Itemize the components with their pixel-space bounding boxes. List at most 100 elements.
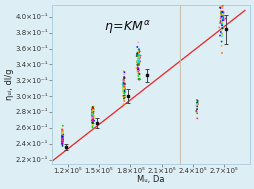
Point [219, 23, 223, 26]
Point [121, 88, 125, 91]
Point [90, 117, 94, 120]
Point [219, 51, 223, 54]
Point [60, 139, 64, 142]
Point [61, 132, 65, 136]
Point [220, 11, 224, 14]
Point [121, 87, 125, 90]
Point [219, 26, 224, 29]
Point [60, 140, 65, 143]
Point [134, 55, 138, 58]
Point [122, 91, 126, 94]
Point [136, 77, 140, 81]
Point [135, 61, 139, 64]
Point [137, 51, 141, 54]
Point [219, 24, 224, 27]
Point [219, 35, 223, 38]
Point [60, 138, 65, 141]
Point [122, 76, 126, 79]
Point [219, 11, 223, 14]
Point [136, 53, 140, 56]
Point [90, 108, 94, 111]
Point [136, 64, 140, 67]
Point [135, 61, 139, 64]
Point [194, 104, 198, 107]
Point [60, 136, 65, 139]
Point [135, 68, 139, 71]
Point [60, 136, 64, 139]
Point [137, 60, 141, 63]
Point [91, 110, 95, 113]
Point [90, 122, 94, 125]
Point [60, 137, 64, 140]
Point [60, 138, 64, 141]
Point [136, 69, 140, 72]
Point [136, 72, 140, 75]
Point [220, 7, 224, 10]
Point [219, 24, 223, 27]
Point [217, 34, 221, 37]
Point [91, 112, 95, 115]
Point [135, 70, 139, 73]
Point [121, 82, 125, 85]
Point [60, 133, 64, 136]
Point [219, 19, 224, 22]
Point [218, 19, 222, 22]
Point [120, 86, 124, 89]
Point [121, 94, 125, 97]
Point [122, 73, 126, 76]
Point [221, 11, 225, 14]
Point [219, 17, 223, 20]
Point [60, 141, 64, 144]
Point [60, 135, 64, 138]
Point [123, 91, 127, 94]
Point [120, 90, 124, 93]
Point [60, 143, 65, 146]
Point [219, 22, 223, 25]
Point [121, 89, 125, 92]
Point [121, 90, 125, 93]
Point [216, 26, 220, 29]
Point [60, 132, 64, 135]
Point [136, 51, 140, 54]
Point [220, 15, 225, 18]
Point [90, 119, 94, 122]
Point [136, 48, 140, 51]
Point [90, 112, 94, 115]
Point [90, 116, 94, 119]
Point [136, 55, 140, 58]
Point [90, 110, 94, 113]
Point [61, 137, 65, 140]
Point [60, 139, 65, 142]
Point [91, 117, 95, 120]
Point [90, 114, 94, 117]
Point [120, 86, 124, 89]
Point [60, 132, 65, 136]
Point [60, 135, 64, 138]
Point [60, 140, 65, 143]
Point [121, 82, 125, 85]
Point [121, 81, 125, 84]
Point [135, 57, 139, 60]
Point [136, 63, 140, 66]
Point [60, 141, 65, 144]
Point [60, 135, 64, 138]
Point [60, 144, 64, 147]
Point [122, 80, 126, 83]
Point [220, 15, 224, 18]
Point [218, 18, 223, 21]
Point [137, 78, 141, 81]
Point [121, 103, 125, 106]
Point [60, 134, 64, 137]
Point [195, 99, 199, 102]
Point [122, 71, 126, 74]
Point [60, 128, 64, 131]
Point [219, 23, 224, 26]
Point [218, 21, 223, 24]
Point [136, 51, 140, 54]
Point [89, 113, 93, 116]
Point [122, 82, 126, 85]
Point [121, 94, 125, 97]
Point [135, 68, 139, 71]
Point [90, 115, 94, 118]
Point [220, 12, 224, 15]
